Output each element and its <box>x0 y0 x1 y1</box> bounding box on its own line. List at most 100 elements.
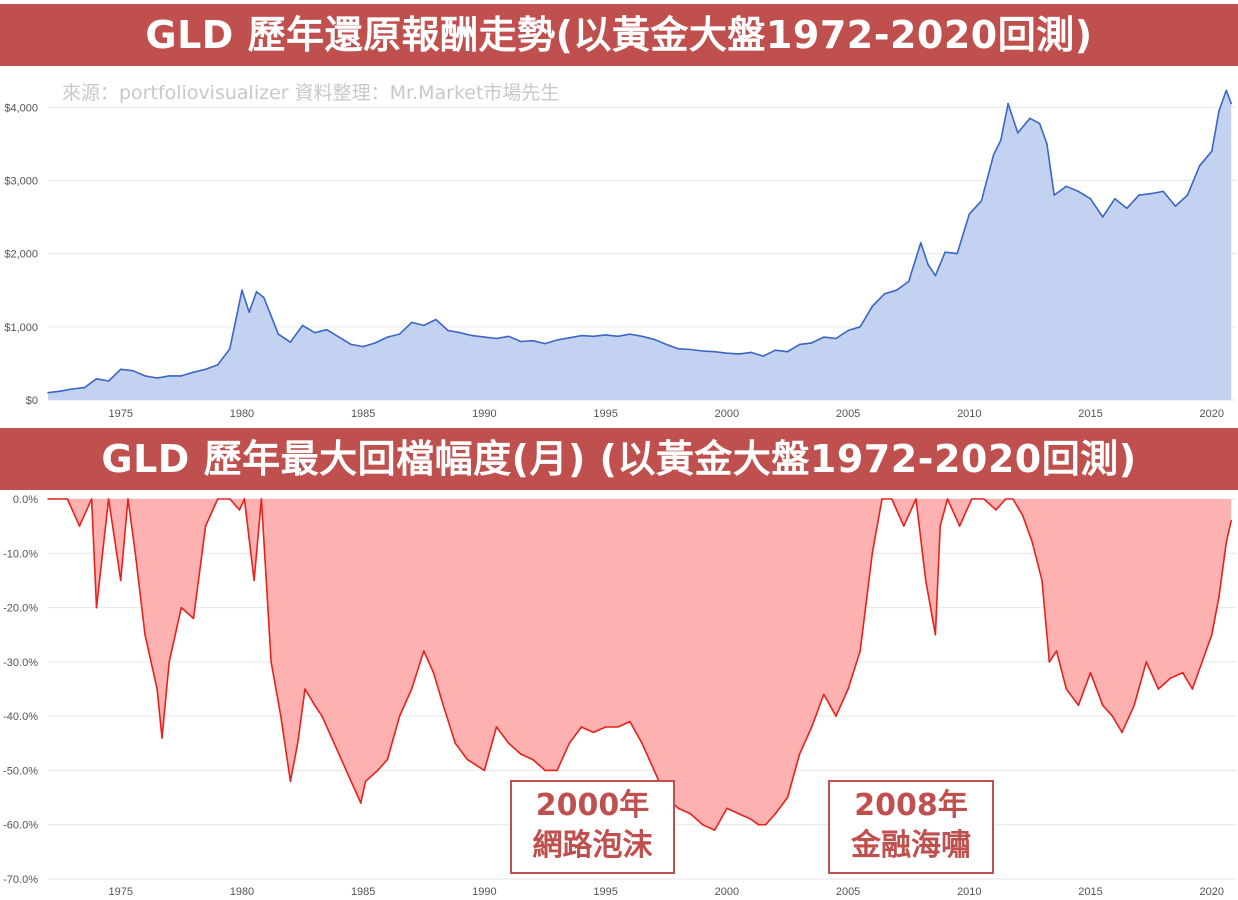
growth-data-point <box>495 337 498 340</box>
growth-data-point <box>629 333 631 335</box>
drawdown-data-point <box>786 796 789 799</box>
growth-data-point <box>374 342 377 344</box>
growth-data-point <box>350 343 352 346</box>
drawdown-data-point <box>192 617 195 620</box>
drawdown-data-point <box>1012 498 1014 500</box>
growth-data-point <box>1053 194 1055 196</box>
drawdown-data-point <box>345 769 348 772</box>
drawdown-data-point <box>592 731 595 734</box>
drawdown-data-point <box>1225 541 1228 544</box>
growth-data-point <box>47 391 49 394</box>
y-tick-label: $2,000 <box>4 249 38 261</box>
drawdown-data-point <box>454 742 457 745</box>
financial-crisis-callout: 2008年 金融海嘯 <box>828 780 994 874</box>
growth-data-point <box>762 355 764 357</box>
drawdown-data-point <box>47 498 49 500</box>
growth-data-point <box>1198 165 1201 167</box>
growth-data-point <box>410 321 413 324</box>
drawdown-area-fill <box>48 499 1232 831</box>
drawdown-data-point <box>243 498 246 500</box>
drawdown-data-point <box>580 726 583 728</box>
y-tick-label: -50.0% <box>3 765 38 777</box>
y-tick-label: -40.0% <box>3 711 38 723</box>
x-tick-label: 2000 <box>715 408 739 420</box>
callout-year: 2000年 <box>535 788 650 823</box>
growth-data-point <box>604 334 607 336</box>
growth-data-point <box>398 333 401 335</box>
growth-data-point <box>689 348 692 351</box>
growth-chart: $0 $1,000 $2,000 $3,000 $4,000 1975 1980 1985 19… <box>4 89 1236 420</box>
growth-data-point <box>144 375 146 377</box>
drawdown-data-point <box>1031 541 1034 544</box>
growth-data-point <box>1077 190 1080 193</box>
growth-data-point <box>1046 143 1048 145</box>
growth-data-point <box>119 368 122 371</box>
drawdown-data-point <box>296 742 299 745</box>
growth-data-point <box>95 378 98 380</box>
growth-data-point <box>871 305 874 308</box>
drawdown-data-point <box>726 807 728 810</box>
drawdown-data-point <box>641 742 643 745</box>
growth-data-point <box>895 289 898 291</box>
x-tick-label: 2000 <box>715 886 739 898</box>
growth-data-point <box>927 263 929 266</box>
drawdown-data-point <box>1089 671 1092 674</box>
growth-data-point <box>107 380 110 382</box>
drawdown-data-point <box>764 823 767 826</box>
growth-data-point <box>459 331 462 334</box>
growth-data-point <box>580 334 583 337</box>
drawdown-data-point <box>1077 704 1080 707</box>
drawdown-data-point <box>432 671 435 674</box>
drawdown-data-point <box>238 509 241 511</box>
drawdown-data-point <box>376 769 379 772</box>
growth-data-point <box>248 311 250 313</box>
growth-data-point <box>1101 216 1104 218</box>
growth-data-point <box>592 335 595 338</box>
drawdown-series-line <box>48 498 1232 831</box>
drawdown-data-point <box>939 525 941 527</box>
drawdown-data-point <box>1133 704 1135 707</box>
growth-data-point <box>520 340 522 343</box>
growth-data-point <box>798 343 801 346</box>
drawdown-data-point <box>653 769 655 772</box>
drawdown-data-point <box>823 693 825 696</box>
drawdown-data-point <box>398 715 401 717</box>
growth-data-point <box>1038 122 1041 125</box>
growth-data-point <box>263 296 265 299</box>
growth-data-point <box>835 337 837 340</box>
growth-data-point <box>1218 110 1220 112</box>
growth-data-point <box>774 349 777 352</box>
growth-data-point <box>301 324 304 327</box>
growth-chart-title: GLD 歷年還原報酬走勢(以黃金大盤1972-2020回測) <box>0 4 1238 66</box>
drawdown-data-point <box>495 726 498 728</box>
drawdown-data-point <box>859 650 861 652</box>
drawdown-data-point <box>168 661 170 663</box>
y-tick-label: -60.0% <box>3 820 38 832</box>
drawdown-data-point <box>1181 671 1184 674</box>
drawdown-data-point <box>280 715 282 717</box>
y-tick-label: -30.0% <box>3 657 38 669</box>
growth-data-point <box>1029 117 1031 120</box>
y-tick-label: -10.0% <box>3 548 38 560</box>
x-tick-label: 2015 <box>1078 408 1102 420</box>
x-tick-label: 2015 <box>1078 886 1102 898</box>
drawdown-data-point <box>871 552 874 555</box>
growth-data-point <box>1211 150 1213 152</box>
x-tick-label: 1985 <box>351 408 375 420</box>
growth-data-point <box>544 342 546 345</box>
drawdown-data-point <box>507 742 510 745</box>
drawdown-data-point <box>66 498 69 500</box>
dotcom-bubble-callout: 2000年 網路泡沫 <box>510 780 675 874</box>
drawdown-data-point <box>1169 677 1172 679</box>
drawdown-data-point <box>134 552 137 555</box>
growth-data-point <box>568 337 571 339</box>
drawdown-data-point <box>423 650 425 652</box>
drawdown-data-point <box>750 818 752 821</box>
growth-data-point <box>677 348 680 350</box>
x-tick-label: 2010 <box>957 886 981 898</box>
x-tick-label: 1995 <box>593 886 617 898</box>
x-tick-label: 2005 <box>836 886 860 898</box>
drawdown-data-point <box>144 633 146 636</box>
drawdown-data-point <box>1065 688 1068 690</box>
drawdown-data-point <box>253 579 255 582</box>
